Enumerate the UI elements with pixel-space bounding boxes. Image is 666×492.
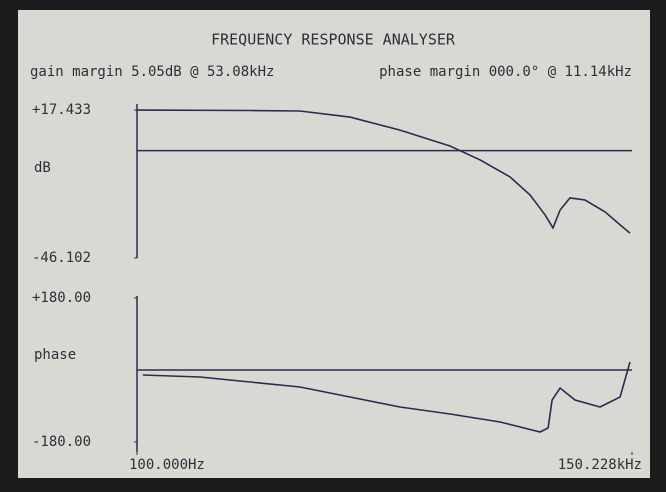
phase-margin: phase margin 000.0° @ 11.14kHz (379, 64, 632, 80)
x-tick-label: 100.000Hz (129, 457, 205, 473)
display (18, 10, 650, 478)
y-tick-label: +17.433 (32, 102, 91, 118)
y-tick-label: +180.00 (32, 290, 91, 306)
response-curve (142, 361, 631, 433)
y-tick-label: -46.102 (32, 250, 91, 266)
title: FREQUENCY RESPONSE ANALYSER (211, 31, 456, 49)
x-tick-label: 150.228kHz (558, 457, 642, 473)
y-tick-label: -180.00 (32, 434, 91, 450)
y-axis-label: phase (34, 347, 76, 363)
response-curve (136, 109, 631, 234)
y-axis-label: dB (34, 160, 51, 176)
gain-margin: gain margin 5.05dB @ 53.08kHz (30, 64, 274, 80)
